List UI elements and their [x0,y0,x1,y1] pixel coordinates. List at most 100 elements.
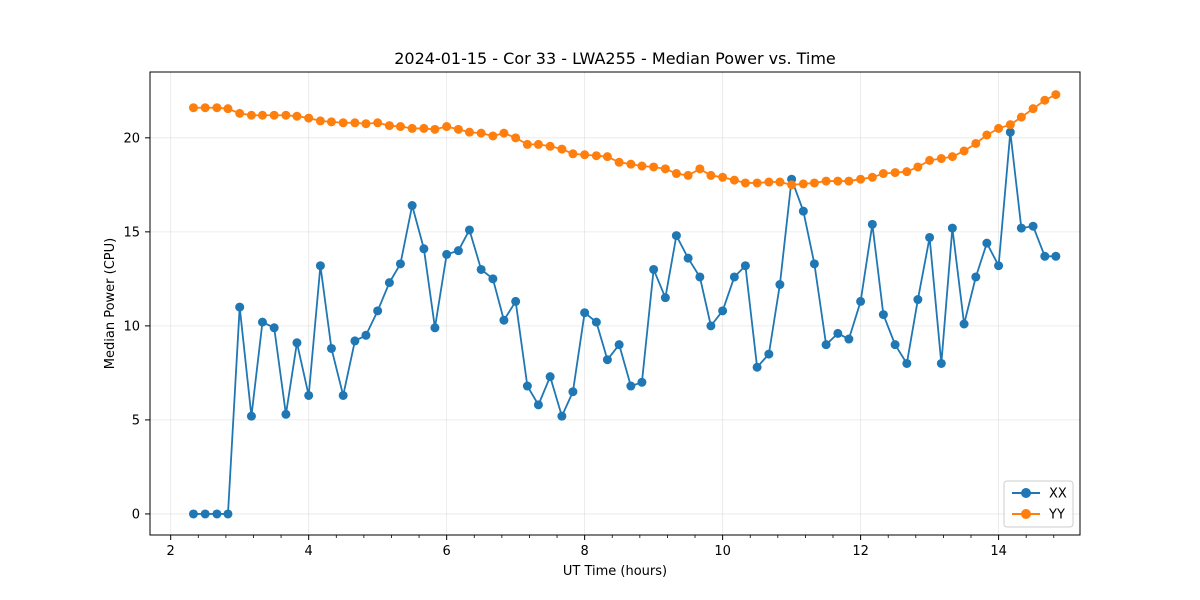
data-point-xx [740,261,750,271]
data-point-yy [925,155,935,165]
data-point-xx [338,390,348,400]
data-point-xx [856,296,866,306]
legend: XX YY [1003,480,1074,528]
data-point-xx [568,387,578,397]
x-axis-label: UT Time (hours) [563,564,667,579]
x-tick-label: 14 [990,544,1007,559]
data-point-xx [188,509,198,519]
data-point-yy [338,118,348,128]
data-point-xx [476,264,486,274]
data-point-xx [1051,251,1061,261]
data-point-yy [902,167,912,177]
x-tick-label: 12 [852,544,869,559]
data-point-yy [959,146,969,156]
data-point-xx [326,343,336,353]
data-point-yy [1028,104,1038,114]
data-point-yy [1040,95,1050,105]
data-point-yy [384,121,394,131]
chart-title: 2024-01-15 - Cor 33 - LWA255 - Median Po… [394,49,836,68]
series-line-xx [193,131,1056,515]
data-point-xx [281,409,291,419]
legend-label-xx: XX [1049,487,1067,502]
data-point-yy [235,108,245,118]
data-point-yy [361,119,371,129]
data-point-xx [292,338,302,348]
data-point-xx [602,355,612,365]
data-point-xx [752,362,762,372]
data-point-xx [936,358,946,368]
data-point-xx [649,264,659,274]
data-point-yy [833,176,843,186]
data-point-xx [545,372,555,382]
data-point-xx [1028,221,1038,231]
data-point-xx [925,232,935,242]
data-point-xx [499,315,509,325]
data-point-xx [718,306,728,316]
data-point-xx [626,381,636,391]
data-point-yy [878,169,888,179]
series-line-yy [193,93,1057,186]
legend-marker-xx [1021,488,1031,498]
data-point-yy [867,172,877,182]
data-point-yy [430,124,440,134]
x-tick-label: 8 [581,544,589,559]
data-point-xx [671,231,681,241]
data-point-yy [798,179,808,189]
data-point-xx [729,272,739,282]
data-point-xx [591,317,601,327]
data-point-xx [809,259,819,269]
y-tick-label: 0 [132,507,140,522]
data-point-yy [787,180,797,190]
data-point-xx [419,244,429,254]
data-point-yy [476,128,486,138]
data-point-yy [764,177,774,187]
data-point-xx [269,323,279,333]
data-point-yy [856,174,866,184]
data-point-xx [890,340,900,350]
legend-label-yy: YY [1048,508,1065,523]
y-axis-label: Median Power (CPU) [103,238,118,369]
data-point-yy [488,131,498,141]
data-point-yy [683,170,693,180]
data-point-xx [511,296,521,306]
data-point-xx [315,261,325,271]
data-point-yy [557,144,567,154]
data-point-xx [1016,223,1026,233]
data-point-yy [533,139,543,149]
data-point-yy [994,123,1004,133]
plot-frame [149,71,1081,536]
data-point-xx [464,225,474,235]
data-point-yy [395,122,405,132]
data-point-xx [637,377,647,387]
data-point-xx [764,349,774,359]
data-point-xx [361,330,371,340]
data-point-xx [947,223,957,233]
data-point-xx [878,310,888,320]
data-point-yy [752,178,762,188]
data-point-xx [200,509,210,519]
data-point-xx [706,321,716,331]
data-point-xx [235,302,245,312]
data-point-yy [350,118,360,128]
data-point-xx [959,319,969,329]
data-point-xx [212,509,222,519]
data-point-yy [614,157,624,167]
data-point-yy [292,111,302,121]
data-point-xx [844,334,854,344]
data-point-yy [947,152,957,162]
data-point-xx [798,206,808,216]
y-tick-label: 10 [123,319,140,334]
data-point-yy [568,149,578,159]
axis-ticks: 2 4 6 8 10 12 14 0 5 10 15 20 [123,131,1055,559]
data-point-yy [671,169,681,179]
data-point-xx [971,272,981,282]
x-tick-label: 4 [305,544,313,559]
data-point-yy [326,117,336,127]
data-point-yy [718,172,728,182]
data-point-xx [246,411,256,421]
data-point-yy [545,141,555,151]
data-point-yy [637,161,647,171]
data-point-yy [844,176,854,186]
data-point-yy [442,122,452,132]
data-point-xx [395,259,405,269]
